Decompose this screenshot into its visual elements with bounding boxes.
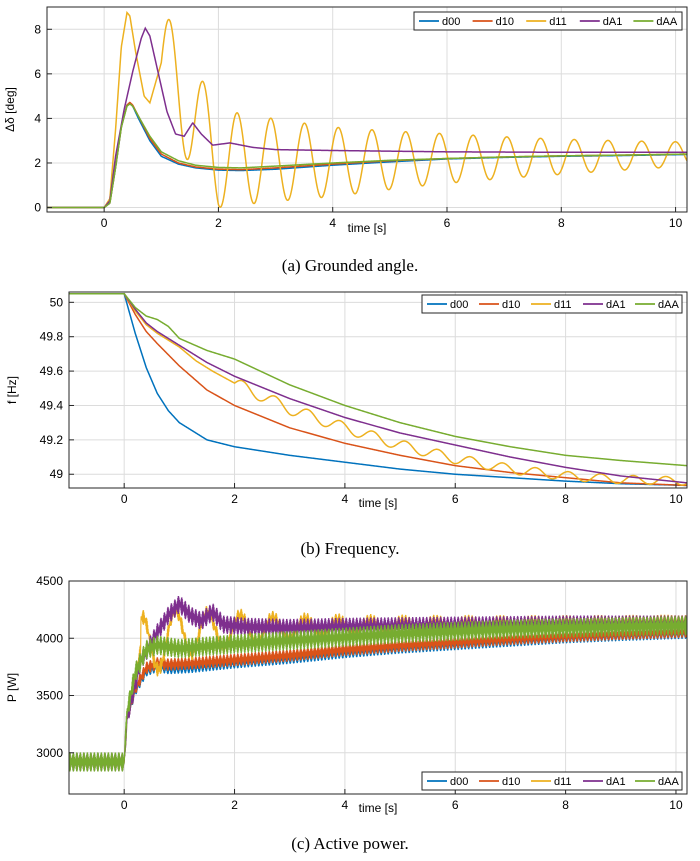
legend-label-d00: d00 <box>442 16 460 28</box>
y-tick-label: 0 <box>34 201 41 215</box>
x-tick-label: 0 <box>101 216 108 230</box>
caption-frequency: (b) Frequency. <box>300 539 400 558</box>
chart-panel-active-power: 0 2 4 6 8 10 3000 3500 4000 4500 time [s] P [W] d00 d… <box>0 570 700 826</box>
x-tick-label: 8 <box>558 216 565 230</box>
legend-label-dA1: dA1 <box>603 16 623 28</box>
y-tick-label: 49.2 <box>40 433 64 447</box>
y-tick-label: 50 <box>50 295 64 309</box>
legend-label-d10: d10 <box>502 776 520 788</box>
x-tick-label: 2 <box>231 492 238 506</box>
legend-label-d10: d10 <box>496 16 514 28</box>
series-group <box>69 292 687 487</box>
series-line-dA1 <box>69 292 687 484</box>
x-tick-label: 6 <box>452 492 459 506</box>
y-tick-label: 4 <box>34 111 41 125</box>
series-line-dA1 <box>69 595 687 772</box>
x-tick-label: 2 <box>215 216 222 230</box>
y-tick-label: 49 <box>50 467 64 481</box>
legend-label-dA1: dA1 <box>606 776 626 788</box>
series-line-dAA <box>69 616 687 772</box>
chart-frequency: 0 2 4 6 8 10 49 49.2 49.4 49.6 49.8 50 time [s] f [Hz… <box>5 291 688 510</box>
series-line-d10 <box>69 292 687 487</box>
x-tick-label: 0 <box>121 492 128 506</box>
y-tick-label: 4000 <box>36 631 63 645</box>
legend: d00 d10 d11 dA1 dAA <box>413 11 683 31</box>
legend-label-dAA: dAA <box>658 299 679 311</box>
y-tick-label: 2 <box>34 156 41 170</box>
y-axis-label: Δδ [deg] <box>3 87 17 132</box>
legend-label-d11: d11 <box>549 16 567 28</box>
x-axis-label: time [s] <box>359 801 398 815</box>
y-tick-label: 6 <box>34 67 41 81</box>
legend-label-d11: d11 <box>554 776 572 788</box>
series-line-dAA <box>69 292 687 467</box>
legend: d00 d10 d11 dA1 dAA <box>421 771 683 791</box>
plot-frame <box>46 6 688 213</box>
legend-label-dAA: dAA <box>656 16 677 28</box>
y-axis-label: P [W] <box>5 673 19 702</box>
x-axis-label: time [s] <box>359 496 398 510</box>
legend: d00 d10 d11 dA1 dAA <box>421 294 683 314</box>
x-tick-label: 8 <box>562 798 569 812</box>
legend-label-dA1: dA1 <box>606 299 626 311</box>
series-group <box>69 595 687 772</box>
x-tick-label: 6 <box>444 216 451 230</box>
x-tick-label: 4 <box>342 492 349 506</box>
chart-grounded-angle: 0 2 4 6 8 10 0 2 4 6 8 time [s] Δδ [deg] d00 d10 d11 dA1… <box>3 6 688 235</box>
y-tick-label: 8 <box>34 22 41 36</box>
caption-active-power: (c) Active power. <box>291 834 409 853</box>
legend-label-d11: d11 <box>554 299 572 311</box>
x-tick-label: 10 <box>669 216 683 230</box>
y-tick-label: 3000 <box>36 746 63 760</box>
x-tick-label: 10 <box>669 492 683 506</box>
x-tick-label: 2 <box>231 798 238 812</box>
y-axis-label: f [Hz] <box>5 376 19 404</box>
series-line-dAA <box>47 103 687 209</box>
legend-label-d00: d00 <box>450 299 468 311</box>
caption-grounded-angle: (a) Grounded angle. <box>281 256 419 275</box>
y-tick-label: 49.6 <box>40 364 64 378</box>
series-line-d11 <box>47 10 687 209</box>
chart-panel-grounded-angle: 0 2 4 6 8 10 0 2 4 6 8 time [s] Δδ [deg] d00 d10 d11 dA1… <box>0 0 700 250</box>
plot-frame <box>68 580 688 795</box>
plot-frame <box>68 291 688 489</box>
series-line-d11 <box>69 292 687 486</box>
legend-label-d00: d00 <box>450 776 468 788</box>
series-group <box>47 10 687 209</box>
x-tick-label: 4 <box>329 216 336 230</box>
x-tick-label: 10 <box>669 798 683 812</box>
y-tick-label: 3500 <box>36 689 63 703</box>
y-tick-label: 49.4 <box>40 398 64 412</box>
legend-label-dAA: dAA <box>658 776 679 788</box>
x-tick-label: 8 <box>562 492 569 506</box>
x-tick-label: 0 <box>121 798 128 812</box>
legend-label-d10: d10 <box>502 299 520 311</box>
x-tick-label: 6 <box>452 798 459 812</box>
x-axis-label: time [s] <box>348 221 387 235</box>
y-tick-label: 4500 <box>36 574 63 588</box>
chart-panel-frequency: 0 2 4 6 8 10 49 49.2 49.4 49.6 49.8 50 time [s] f [Hz… <box>0 283 700 533</box>
x-tick-label: 4 <box>342 798 349 812</box>
y-tick-label: 49.8 <box>40 330 64 344</box>
series-line-dA1 <box>47 26 687 209</box>
